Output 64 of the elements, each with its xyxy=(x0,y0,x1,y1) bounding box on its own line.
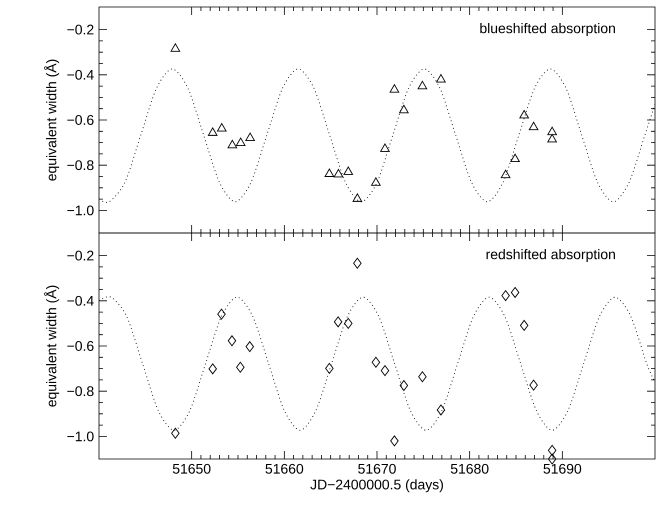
point xyxy=(436,404,446,416)
point xyxy=(325,362,334,374)
point xyxy=(171,428,180,439)
point xyxy=(520,320,528,331)
point xyxy=(371,177,381,186)
point xyxy=(334,316,342,328)
point xyxy=(548,454,556,464)
point xyxy=(519,110,529,118)
point xyxy=(236,362,245,373)
point xyxy=(400,380,408,391)
point xyxy=(208,127,218,136)
y-tick-label: −0.2 xyxy=(67,24,94,35)
y-tick-label: −0.6 xyxy=(67,341,94,351)
point xyxy=(217,308,226,320)
point xyxy=(217,123,227,132)
y-tick-label: −1.0 xyxy=(67,205,94,216)
point xyxy=(228,140,238,148)
x-tick-label: 51680 xyxy=(450,464,489,474)
y-tick-label: −0.2 xyxy=(67,250,94,261)
annotation: blueshifted absorption xyxy=(480,23,615,36)
point xyxy=(500,170,510,178)
annotation: redshifted absorption xyxy=(486,249,615,262)
point xyxy=(547,126,557,136)
y-tick-label: −0.4 xyxy=(67,296,94,306)
point xyxy=(344,318,352,329)
x-tick-label: 51670 xyxy=(358,464,396,474)
y-tick-label: −0.8 xyxy=(67,386,94,396)
y-tick-label: −0.6 xyxy=(67,115,94,125)
point xyxy=(529,380,538,391)
point xyxy=(236,138,246,146)
point xyxy=(510,154,520,162)
point xyxy=(334,169,344,178)
point xyxy=(352,193,362,202)
point xyxy=(372,356,380,368)
point xyxy=(353,258,362,269)
point xyxy=(228,335,236,346)
point xyxy=(380,143,390,152)
point xyxy=(245,132,255,142)
point xyxy=(343,166,354,175)
y-axis-title: equivalent width (Å) xyxy=(44,286,60,407)
point xyxy=(436,74,446,82)
y-axis-title: equivalent width (Å) xyxy=(44,60,60,181)
point xyxy=(324,168,334,177)
x-tick-label: 51690 xyxy=(544,464,582,474)
x-axis-title: JD−2400000.5 (days) xyxy=(310,479,443,492)
point xyxy=(208,363,217,374)
point xyxy=(528,122,538,130)
y-tick-label: −0.4 xyxy=(67,70,94,80)
point xyxy=(501,290,510,302)
point xyxy=(548,444,556,456)
y-tick-label: −0.8 xyxy=(67,160,94,170)
point xyxy=(390,84,400,93)
point xyxy=(380,365,390,376)
point xyxy=(418,371,427,382)
y-tick-label: −1.0 xyxy=(67,431,94,442)
x-tick-label: 51660 xyxy=(266,464,304,474)
point xyxy=(547,134,557,142)
point xyxy=(170,43,180,52)
point xyxy=(246,341,254,352)
point xyxy=(390,435,399,446)
point xyxy=(510,286,520,298)
point xyxy=(418,80,428,90)
point xyxy=(399,104,409,114)
x-tick-label: 51650 xyxy=(172,464,211,474)
